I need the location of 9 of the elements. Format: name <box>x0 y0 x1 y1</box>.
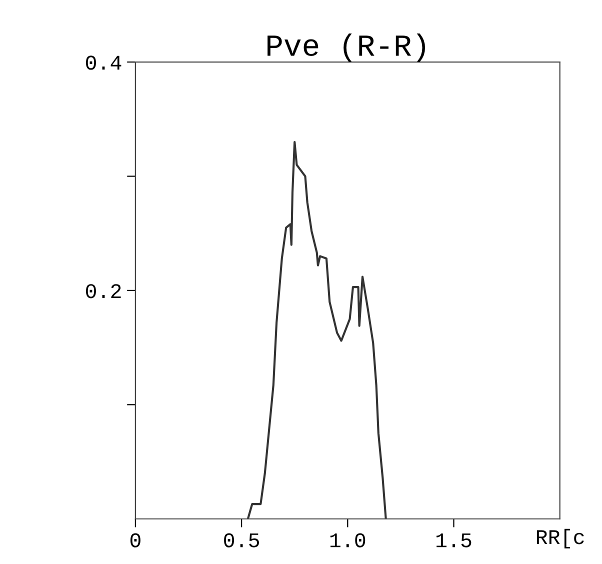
x-tick-label: 0 <box>130 533 140 548</box>
x-tick-label: 1.0 <box>330 533 366 548</box>
y-tick-label: 0.2 <box>86 284 121 298</box>
line-series <box>246 140 387 519</box>
chart-title: Pve (R-R) <box>268 34 426 62</box>
x-axis-title: RR[c <box>536 528 584 548</box>
x-tick-label: 1.5 <box>436 533 472 548</box>
y-tick-label: 0.4 <box>86 56 122 70</box>
x-tick-label: 0.5 <box>224 533 259 548</box>
